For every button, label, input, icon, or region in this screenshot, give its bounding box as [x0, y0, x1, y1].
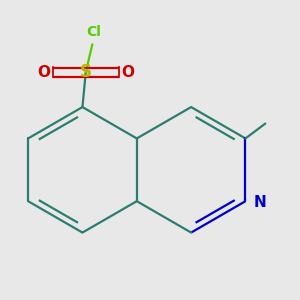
- Text: O: O: [37, 65, 50, 80]
- Text: N: N: [254, 195, 266, 210]
- Text: O: O: [122, 65, 134, 80]
- Text: S: S: [80, 63, 92, 81]
- Text: Cl: Cl: [87, 26, 101, 39]
